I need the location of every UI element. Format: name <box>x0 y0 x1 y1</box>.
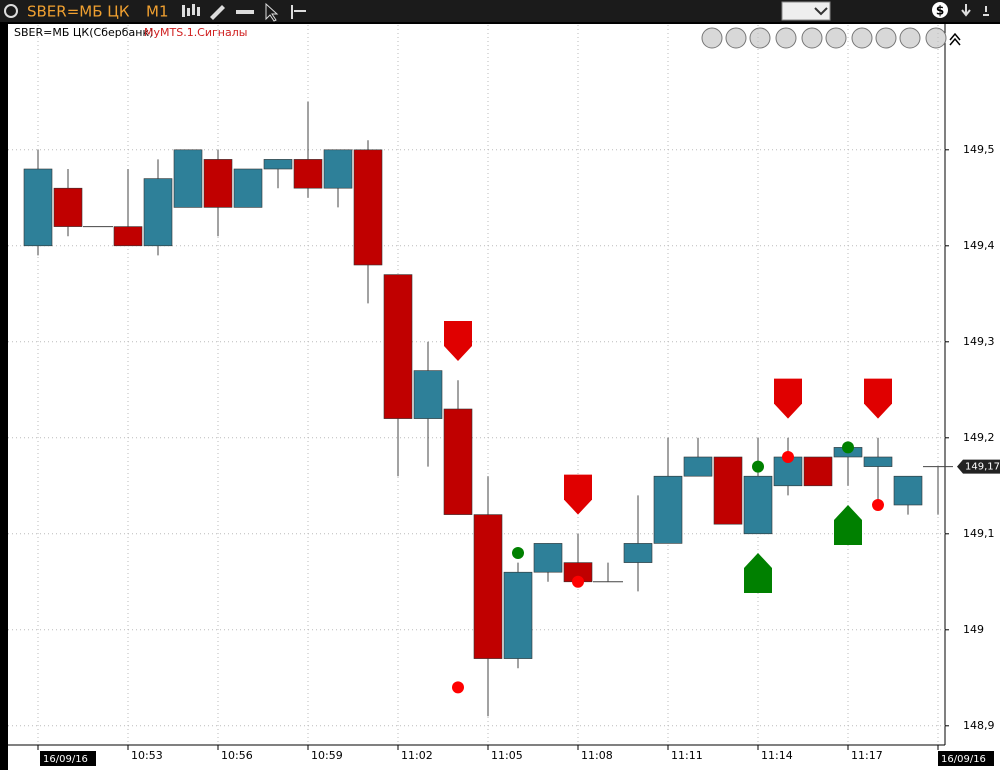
nav-button[interactable] <box>775 27 797 49</box>
candle-body <box>443 408 473 515</box>
candle-body <box>893 475 923 506</box>
date-label: 16/09/16 <box>43 754 88 765</box>
chart: 149,5149,4149,3149,2149,1149148,910:5010… <box>8 25 1000 766</box>
buy-signal <box>834 505 862 545</box>
toolbar <box>0 0 1000 22</box>
status-icon[interactable] <box>4 4 18 18</box>
x-tick-label: 11:02 <box>401 749 433 762</box>
nav-button[interactable] <box>749 27 771 49</box>
toolbar-icons[interactable] <box>182 2 306 22</box>
candle-body <box>263 159 293 170</box>
candle-body <box>143 178 173 247</box>
y-tick-label: 149,3 <box>963 335 995 348</box>
chart-nav-buttons[interactable] <box>701 27 961 49</box>
candle-body <box>323 149 353 189</box>
candle-body <box>683 456 713 477</box>
y-tick-label: 149 <box>963 623 984 636</box>
x-tick-label: 10:56 <box>221 749 253 762</box>
y-tick-label: 149,4 <box>963 239 995 252</box>
candle-body <box>623 543 653 563</box>
nav-button[interactable] <box>851 27 873 49</box>
candle-body <box>113 226 143 247</box>
y-tick-label: 148,9 <box>963 719 995 732</box>
date-label: 16/09/16 <box>941 754 986 765</box>
candle-body <box>353 149 383 266</box>
download-icon[interactable] <box>961 4 971 17</box>
candle-body <box>203 159 233 208</box>
candle-body <box>713 456 743 525</box>
legend-indicator: MyMTS.1.Сигналы <box>144 26 247 39</box>
price-axis <box>945 24 1000 745</box>
nav-button[interactable] <box>801 27 823 49</box>
candle-body <box>293 159 323 189</box>
x-tick-label: 11:08 <box>581 749 613 762</box>
x-tick-label: 11:17 <box>851 749 883 762</box>
date-box <box>40 751 96 766</box>
candle-body <box>173 149 203 208</box>
last-price-label: 149,17 <box>965 462 1000 473</box>
collapse-button[interactable] <box>949 32 961 46</box>
sell-signal <box>864 378 892 419</box>
y-tick-label: 149,5 <box>963 143 995 156</box>
candle-body <box>233 168 263 208</box>
nav-button[interactable] <box>925 27 947 49</box>
sell-signal <box>774 378 802 419</box>
candle-body <box>53 187 83 227</box>
money-icon[interactable] <box>932 2 948 18</box>
candle-body <box>803 456 833 487</box>
date-box <box>938 751 994 766</box>
instrument[interactable]: SBER=МБ ЦК <box>27 3 130 21</box>
candle-body <box>533 543 563 573</box>
interval[interactable]: M1 <box>146 3 169 21</box>
signal-dot <box>752 460 764 473</box>
candle-body <box>743 475 773 535</box>
nav-button[interactable] <box>725 27 747 49</box>
nav-button[interactable] <box>875 27 897 49</box>
candle-body <box>383 274 413 419</box>
signal-dot <box>872 499 884 511</box>
candle-body <box>473 514 503 659</box>
signal-dot <box>782 451 794 463</box>
candle-body <box>503 571 533 659</box>
candle-body <box>863 456 893 467</box>
last-price-box <box>957 459 1000 474</box>
x-tick-label: 11:05 <box>491 749 523 762</box>
legend-instrument: SBER=МБ ЦК(Сбербанк) <box>14 26 153 39</box>
signal-dot <box>842 441 854 454</box>
y-tick-label: 149,1 <box>963 527 995 540</box>
candle-body <box>413 370 443 419</box>
dropdown[interactable] <box>781 1 831 21</box>
nav-button[interactable] <box>825 27 847 49</box>
signal-dot <box>452 681 464 694</box>
sell-signal <box>444 321 472 361</box>
signal-dot <box>572 575 584 588</box>
buy-signal <box>744 553 772 593</box>
x-tick-label: 11:14 <box>761 749 793 762</box>
y-tick-label: 149,2 <box>963 431 995 444</box>
alert-icon[interactable] <box>983 6 989 16</box>
x-tick-label: 11:11 <box>671 749 703 762</box>
x-tick-label: 10:53 <box>131 749 163 762</box>
sell-signal <box>564 474 592 515</box>
dropdown-arrow[interactable] <box>814 7 828 16</box>
nav-button[interactable] <box>899 27 921 49</box>
signal-dot <box>512 547 524 559</box>
time-axis <box>8 745 1000 770</box>
money-glyph: $ <box>936 4 944 18</box>
candle-body <box>653 475 683 544</box>
candle-body <box>23 168 53 247</box>
x-tick-label: 10:59 <box>311 749 343 762</box>
nav-button[interactable] <box>701 27 723 49</box>
